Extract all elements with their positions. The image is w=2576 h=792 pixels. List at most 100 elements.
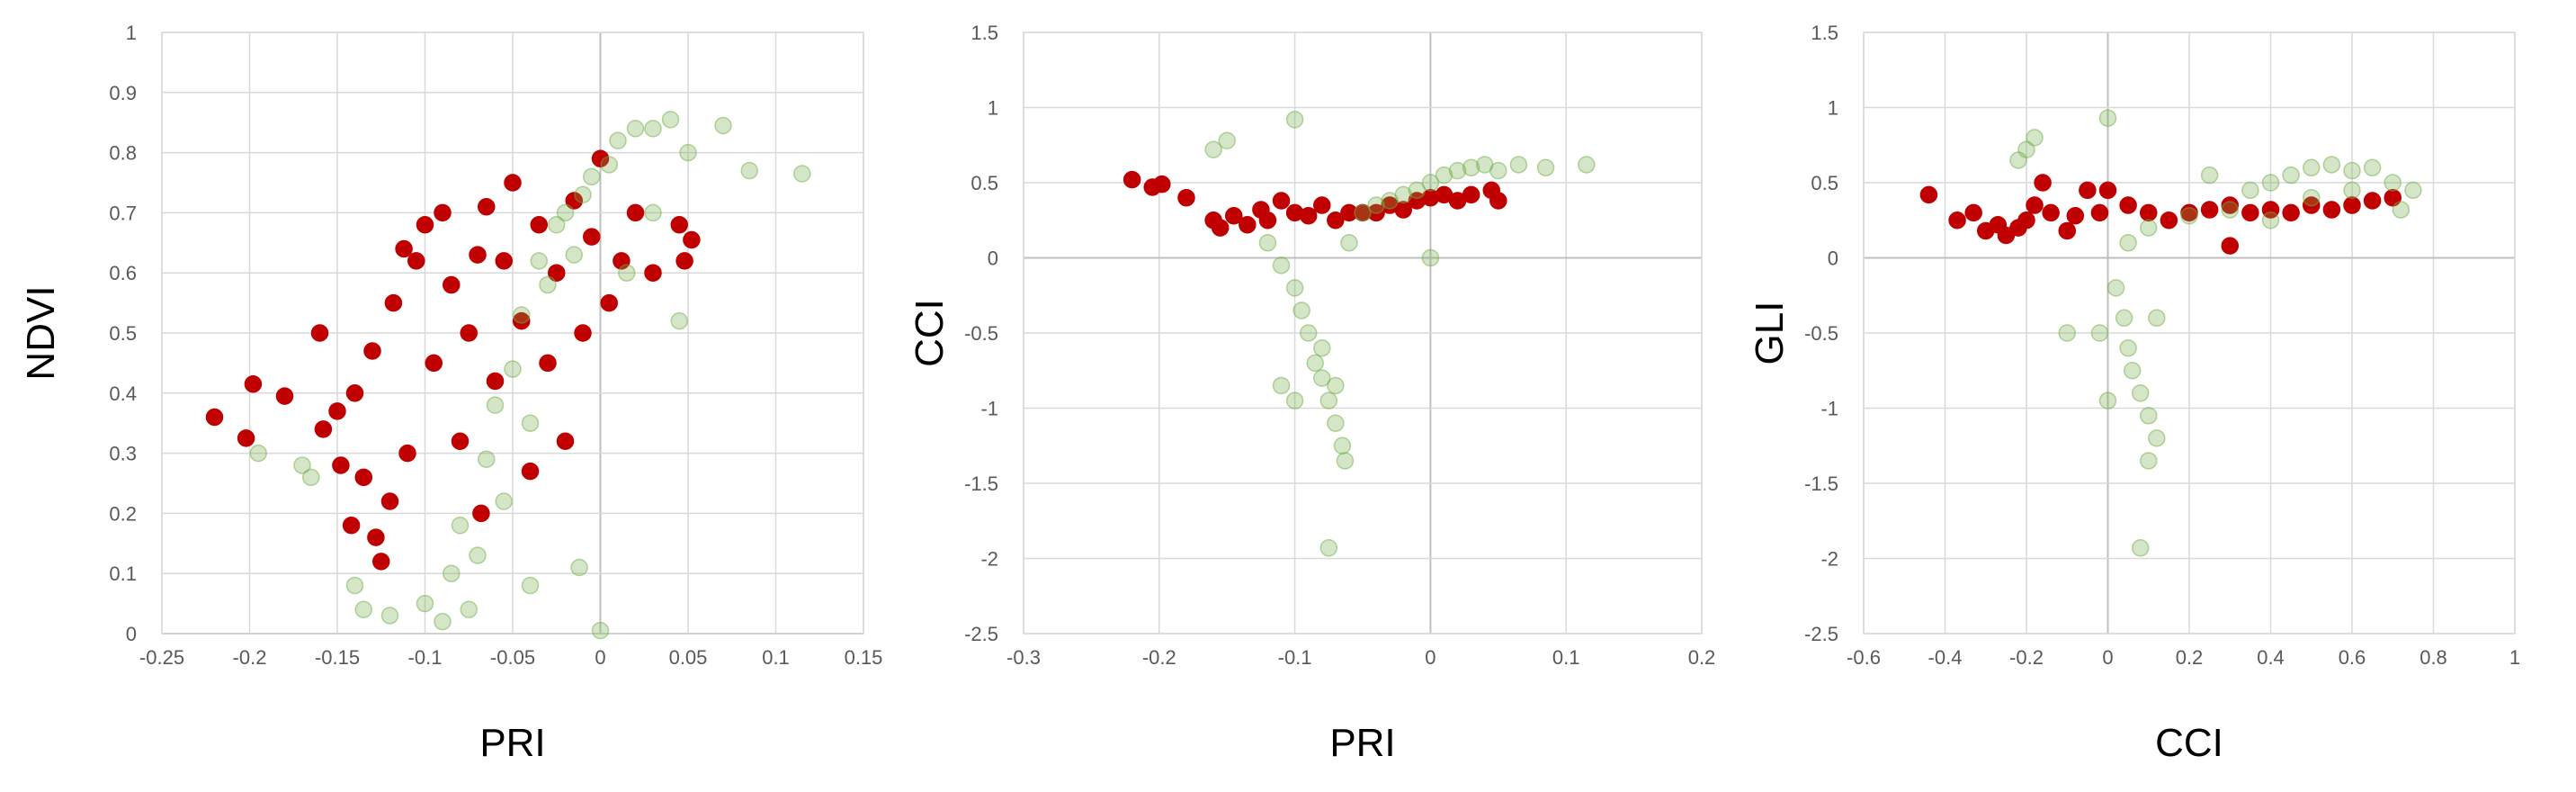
y-tick-label: 1: [1828, 97, 1838, 120]
series-2: [249, 111, 811, 640]
data-point: [2282, 166, 2300, 184]
data-point: [478, 197, 496, 216]
data-point: [2098, 181, 2117, 200]
data-point: [486, 396, 505, 414]
y-tick-label: 0.4: [109, 382, 137, 405]
data-point: [570, 558, 588, 577]
data-point: [2090, 324, 2109, 342]
data-point: [565, 246, 583, 264]
y-tick-label: -2.5: [1804, 623, 1838, 645]
data-point: [363, 342, 381, 360]
data-point: [1333, 436, 1352, 454]
data-point: [416, 594, 434, 613]
data-point: [2200, 166, 2219, 184]
data-point: [591, 149, 610, 168]
data-point: [1462, 185, 1480, 204]
data-point: [2200, 201, 2219, 219]
data-point: [443, 564, 461, 582]
data-point: [1327, 414, 1345, 432]
data-point: [1462, 158, 1480, 177]
data-point: [2034, 174, 2052, 192]
data-point: [2282, 203, 2300, 222]
data-point: [2131, 384, 2150, 402]
data-point: [2404, 181, 2422, 200]
y-tick-label: 1: [988, 97, 998, 120]
data-point: [407, 252, 425, 270]
data-point: [2066, 206, 2085, 225]
x-tick-label: 0.4: [2257, 646, 2285, 669]
data-point: [1919, 185, 1938, 204]
data-point: [205, 408, 224, 427]
data-point: [332, 456, 350, 474]
x-tick-label: 0.05: [669, 646, 708, 669]
data-point: [293, 456, 311, 474]
data-point: [1354, 203, 1372, 222]
data-point: [670, 216, 688, 234]
data-point: [2322, 156, 2341, 174]
y-tick-label: -2: [980, 548, 998, 571]
y-tick-label: 0.3: [109, 443, 137, 465]
data-point: [367, 528, 385, 546]
data-point: [521, 576, 540, 595]
data-point: [486, 372, 505, 391]
y-tick-label: -1.5: [1804, 472, 1838, 495]
data-point: [2140, 452, 2158, 470]
data-point: [244, 375, 263, 393]
data-point: [714, 116, 732, 135]
data-point: [1299, 324, 1318, 342]
data-point: [2119, 234, 2137, 252]
data-point: [1964, 203, 1982, 222]
data-point: [600, 293, 618, 312]
data-point: [2148, 309, 2166, 328]
chart-panel-1: -0.25 -0.2 -0.15 -0.1 -0.05 0 0.05 0.1 0.15 0 0.1 0…: [19, 22, 882, 765]
x-tick-label: -0.2: [2009, 646, 2044, 669]
x-tick-label: 0.2: [2176, 646, 2204, 669]
data-point: [644, 203, 662, 222]
data-point: [583, 167, 601, 186]
data-point: [644, 264, 662, 282]
data-point: [1327, 212, 1345, 230]
data-point: [2241, 203, 2259, 222]
data-point: [609, 131, 627, 149]
data-point: [1299, 206, 1318, 225]
series-2: [2009, 109, 2422, 557]
data-point: [328, 402, 346, 420]
data-point: [574, 324, 592, 342]
data-point: [644, 120, 662, 138]
data-point: [2106, 279, 2125, 297]
data-point: [1948, 212, 1966, 230]
data-point: [591, 621, 610, 640]
data-point: [539, 354, 557, 373]
data-point: [521, 414, 540, 432]
data-point: [2322, 201, 2341, 219]
x-tick-label: -0.3: [1006, 646, 1041, 669]
data-point: [1224, 206, 1243, 225]
data-point: [2017, 212, 2035, 230]
data-point: [237, 429, 255, 447]
data-point: [2123, 362, 2142, 380]
data-point: [548, 216, 566, 234]
y-tick-label: 1: [126, 22, 137, 44]
data-point: [495, 492, 513, 510]
data-point: [380, 607, 399, 625]
data-point: [2221, 201, 2239, 219]
data-point: [2148, 429, 2166, 447]
data-point: [345, 384, 364, 402]
data-point: [1204, 140, 1222, 159]
data-point: [530, 252, 548, 270]
x-tick-label: 0.6: [2339, 646, 2366, 669]
y-tick-label: 0.5: [970, 172, 998, 194]
data-point: [310, 324, 329, 342]
data-point: [1327, 376, 1345, 395]
data-point: [469, 546, 487, 564]
data-point: [513, 311, 531, 330]
series-1: [205, 149, 701, 571]
data-point: [1435, 166, 1453, 184]
data-point: [2058, 324, 2076, 342]
data-point: [556, 203, 575, 222]
data-point: [354, 468, 372, 487]
data-point: [556, 432, 575, 450]
data-point: [2261, 174, 2280, 192]
data-point: [600, 156, 618, 174]
